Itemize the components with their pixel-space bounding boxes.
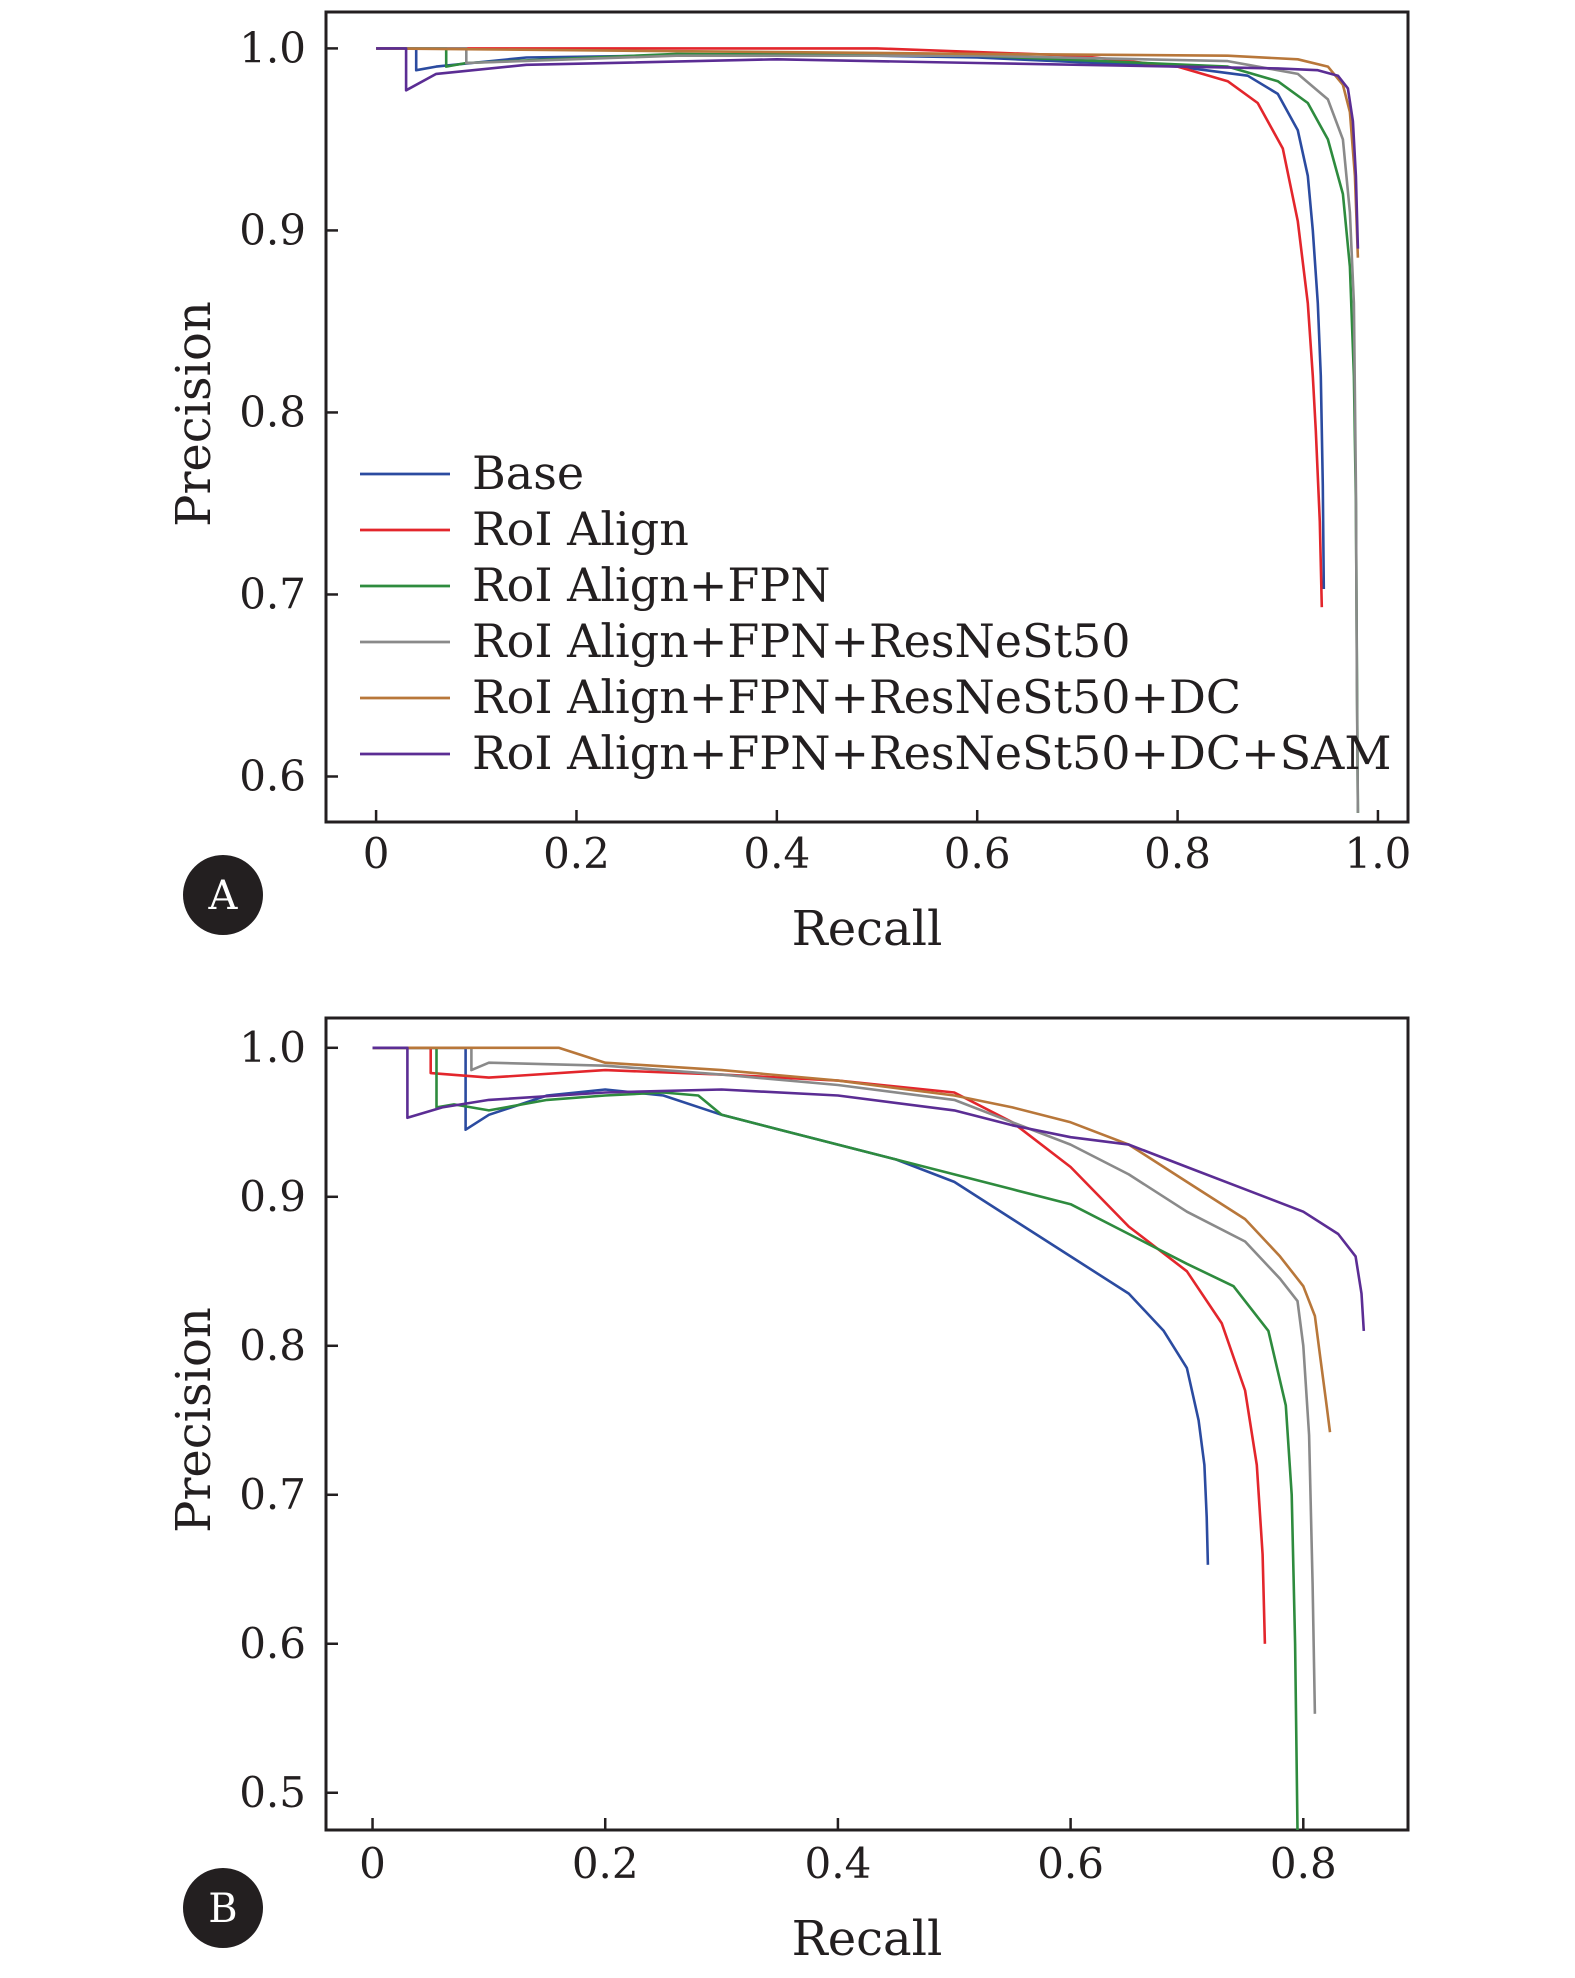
panel-b-series-line-6 — [372, 1046, 1366, 1331]
panel-b-chart: 0 0.2 0.4 0.6 0.8 0.50.60.70.80.91.0 Recall … — [166, 1016, 1410, 1967]
panel-a-y-tick-label: 1.0 — [239, 23, 306, 72]
panel-a-x-tick-label: 0.4 — [743, 829, 810, 878]
panel-b-x-axis: 0 0.2 0.4 0.6 0.8 — [359, 1818, 1337, 1888]
panel-b-y-tick-label: 0.6 — [239, 1619, 306, 1668]
panel-b-x-tick-label: 0.4 — [805, 1839, 872, 1888]
panel-b-badge-label: B — [208, 1886, 237, 1932]
panel-b-series-layer — [372, 1046, 1366, 1831]
panel-a-x-tick-label: 0.2 — [543, 829, 610, 878]
panel-a-badge — [183, 855, 263, 935]
panel-a-y-tick-label: 0.8 — [239, 387, 306, 436]
panel-a-chart: 0 0.2 0.4 0.6 0.8 1.0 0.60.70.80.91.0 BaseRoI… — [166, 10, 1412, 957]
panel-a-legend-label: RoI Align+FPN+ResNeSt50+DC — [472, 670, 1241, 724]
panel-a-series-line-1 — [376, 47, 1326, 590]
panel-b-y-tick-label: 0.9 — [239, 1172, 306, 1221]
panel-b-x-axis-title: Recall — [792, 1911, 943, 1967]
panel-a-y-tick-label: 0.9 — [239, 205, 306, 254]
panel-a-badge-label: A — [208, 873, 239, 919]
panel-a-x-tick-label: 1.0 — [1345, 829, 1412, 878]
panel-a-x-tick-label: 0 — [363, 829, 390, 878]
panel-b-y-tick-label: 1.0 — [239, 1023, 306, 1072]
panel-a-y-tick-label: 0.6 — [239, 751, 306, 800]
panel-a-series-line-5 — [376, 47, 1360, 258]
panel-b-y-axis-title: Precision — [166, 1307, 222, 1533]
panel-b-badge — [183, 1868, 263, 1948]
panel-a-legend-label: Base — [472, 446, 584, 500]
panel-b-x-tick-label: 0.6 — [1037, 1839, 1104, 1888]
panel-a-legend-label: RoI Align+FPN — [472, 558, 831, 612]
panel-b-y-tick-label: 0.8 — [239, 1321, 306, 1370]
panel-a-series-line-6 — [376, 47, 1360, 249]
panel-a-legend-label: RoI Align+FPN+ResNeSt50 — [472, 614, 1131, 668]
panel-a-series-layer — [376, 47, 1360, 813]
panel-a-x-axis: 0 0.2 0.4 0.6 0.8 1.0 — [363, 810, 1412, 878]
panel-a-plot-frame — [324, 10, 1410, 824]
panel-a-series-line-4 — [376, 47, 1360, 813]
panel-b-series-line-3 — [372, 1046, 1299, 1831]
panel-b-series-line-2 — [372, 1046, 1267, 1644]
panel-a-x-tick-label: 0.6 — [944, 829, 1011, 878]
panel-b-x-tick-label: 0.2 — [572, 1839, 639, 1888]
panel-b-plot-frame — [324, 1016, 1410, 1832]
panel-a-legend-label: RoI Align+FPN+ResNeSt50+DC+SAM — [472, 726, 1392, 780]
panel-b-x-tick-label: 0 — [359, 1839, 386, 1888]
panel-b-x-tick-label: 0.8 — [1270, 1839, 1337, 1888]
panel-b-y-axis: 0.5 0.6 0.7 0.8 0.9 1.0 — [239, 1023, 338, 1817]
panel-a-y-tick-label: 0.7 — [239, 569, 306, 618]
panel-a-legend-label: RoI Align — [472, 502, 689, 556]
panel-b-y-tick-label: 0.5 — [239, 1768, 306, 1817]
panel-a-y-axis-title: Precision — [166, 301, 222, 527]
panel-b-series-line-1 — [372, 1046, 1210, 1565]
panel-a-y-axis: 0.6 0.7 0.8 0.9 1.0 — [239, 23, 338, 800]
panel-b-y-tick-label: 0.7 — [239, 1470, 306, 1519]
panel-a-x-axis-title: Recall — [792, 901, 943, 957]
panel-b-series-line-4 — [372, 1046, 1317, 1714]
panel-a-x-tick-label: 0.8 — [1144, 829, 1211, 878]
